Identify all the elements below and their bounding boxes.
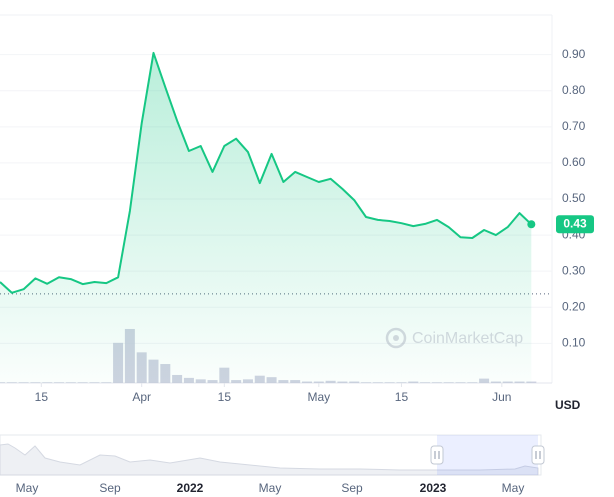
y-tick-label: 0.30: [562, 263, 586, 277]
y-tick-label: 0.60: [562, 155, 586, 169]
navigator-selection[interactable]: [437, 435, 538, 475]
navigator-label: Sep: [341, 481, 363, 495]
navigator-label: Sep: [99, 481, 121, 495]
x-tick-label: May: [307, 390, 330, 404]
x-tick-label: 15: [218, 390, 232, 404]
y-tick-label: 0.80: [562, 83, 586, 97]
last-price-badge: [556, 215, 594, 234]
last-price-label: 0.43: [563, 216, 587, 230]
navigator-label: May: [16, 481, 39, 495]
y-tick-label: 0.10: [562, 335, 586, 349]
navigator-handle[interactable]: [430, 445, 444, 465]
y-tick-label: 0.50: [562, 191, 586, 205]
x-tick-label: Jun: [492, 390, 511, 404]
price-line: [0, 51, 532, 294]
navigator-label: May: [502, 481, 525, 495]
x-tick-label: 15: [395, 390, 409, 404]
navigator-handle[interactable]: [531, 445, 545, 465]
last-price-dot: [527, 220, 536, 229]
handle-grip: [434, 451, 440, 459]
volume-bar: [526, 381, 537, 383]
navigator: [0, 434, 545, 476]
unit-label: USD: [555, 398, 581, 412]
handle-grip: [535, 451, 541, 459]
x-tick-label: Apr: [132, 390, 151, 404]
watermark-text: CoinMarketCap: [412, 330, 523, 347]
price-area: [0, 52, 532, 384]
y-tick-label: 0.20: [562, 299, 586, 313]
watermark: CoinMarketCap: [385, 327, 523, 349]
y-tick-label: 0.90: [562, 47, 586, 61]
y-tick-label: 0.70: [562, 119, 586, 133]
navigator-label: 2023: [420, 481, 447, 495]
x-tick-label: 15: [35, 390, 49, 404]
navigator-label: May: [259, 481, 282, 495]
navigator-area: [0, 443, 539, 476]
navigator-label: 2022: [177, 481, 204, 495]
